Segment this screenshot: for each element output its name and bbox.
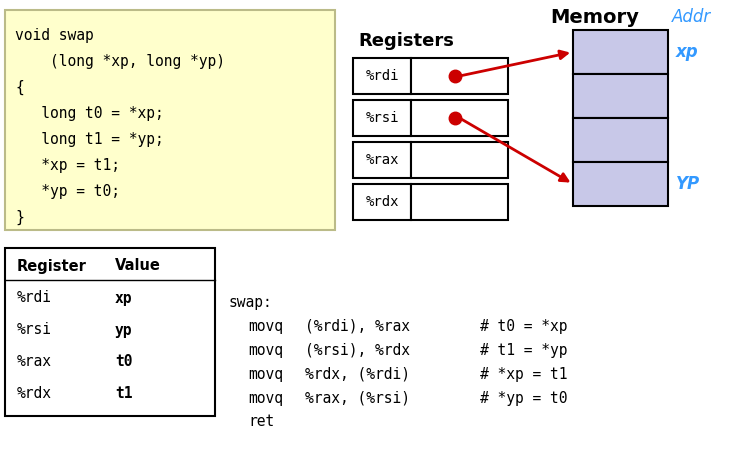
- Text: *xp = t1;: *xp = t1;: [15, 158, 120, 173]
- Text: %rdi: %rdi: [17, 290, 52, 306]
- Text: YP: YP: [676, 175, 700, 193]
- Bar: [411, 58, 508, 94]
- Text: %rdx: %rdx: [365, 195, 399, 209]
- Text: {: {: [15, 80, 24, 95]
- Text: movq: movq: [248, 319, 283, 334]
- Bar: [573, 162, 668, 206]
- Text: Memory: Memory: [550, 8, 640, 27]
- Text: (%rsi), %rdx: (%rsi), %rdx: [305, 343, 410, 358]
- Bar: [5, 10, 335, 230]
- Bar: [5, 248, 215, 416]
- Text: t0: t0: [115, 354, 133, 369]
- Text: t1: t1: [115, 386, 133, 401]
- Text: %rdx, (%rdi): %rdx, (%rdi): [305, 367, 410, 382]
- Text: %rdx: %rdx: [17, 386, 52, 401]
- Text: %rax, (%rsi): %rax, (%rsi): [305, 391, 410, 406]
- Bar: [411, 100, 508, 136]
- Bar: [573, 30, 668, 74]
- Text: Addr: Addr: [672, 8, 711, 26]
- Text: # *yp = t0: # *yp = t0: [480, 391, 568, 406]
- Text: xp: xp: [676, 43, 699, 61]
- Text: %rsi: %rsi: [17, 322, 52, 337]
- Text: movq: movq: [248, 391, 283, 406]
- Text: *yp = t0;: *yp = t0;: [15, 184, 120, 199]
- Text: # t0 = *xp: # t0 = *xp: [480, 319, 568, 334]
- Bar: [353, 184, 411, 220]
- Text: # t1 = *yp: # t1 = *yp: [480, 343, 568, 358]
- Text: void swap: void swap: [15, 28, 94, 43]
- Text: %rdi: %rdi: [365, 69, 399, 83]
- Text: ret: ret: [248, 415, 274, 430]
- Text: %rax: %rax: [17, 354, 52, 369]
- Bar: [353, 58, 411, 94]
- Bar: [411, 142, 508, 178]
- Text: Value: Value: [115, 258, 160, 274]
- Text: %rax: %rax: [365, 153, 399, 167]
- Text: swap:: swap:: [228, 295, 272, 310]
- Text: (long *xp, long *yp): (long *xp, long *yp): [15, 54, 225, 69]
- Text: }: }: [15, 210, 24, 225]
- Text: Register: Register: [17, 258, 87, 274]
- Text: %rsi: %rsi: [365, 111, 399, 125]
- Text: long t0 = *xp;: long t0 = *xp;: [15, 106, 164, 121]
- Text: xp: xp: [115, 290, 133, 306]
- Text: Registers: Registers: [358, 32, 454, 50]
- Text: # *xp = t1: # *xp = t1: [480, 367, 568, 382]
- Bar: [353, 100, 411, 136]
- Text: movq: movq: [248, 367, 283, 382]
- Bar: [573, 74, 668, 118]
- Text: long t1 = *yp;: long t1 = *yp;: [15, 132, 164, 147]
- Bar: [573, 118, 668, 162]
- Bar: [411, 184, 508, 220]
- Text: (%rdi), %rax: (%rdi), %rax: [305, 319, 410, 334]
- Text: yp: yp: [115, 322, 133, 337]
- Text: movq: movq: [248, 343, 283, 358]
- Bar: [353, 142, 411, 178]
